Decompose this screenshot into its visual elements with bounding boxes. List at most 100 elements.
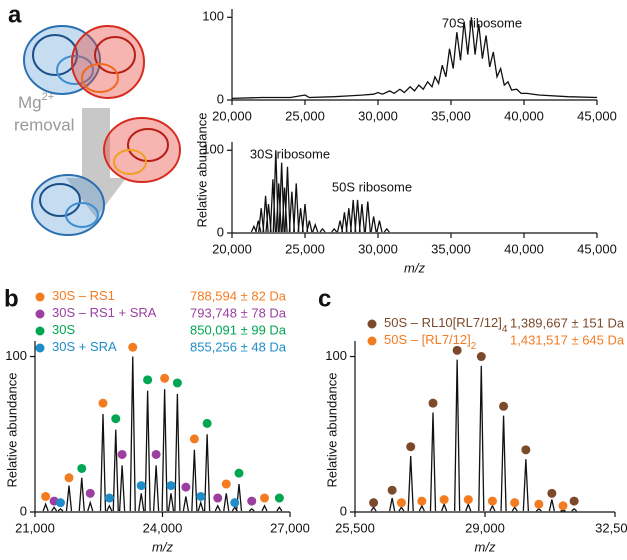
peak-marker: [521, 445, 531, 455]
peak-marker: [428, 398, 438, 408]
charge: 2+: [42, 91, 55, 103]
y-tick-label: 0: [20, 503, 27, 518]
panel-label: c: [318, 285, 331, 312]
spectrum-peak: [370, 216, 377, 233]
spectrum-peak: [272, 150, 279, 233]
spectrum-peak: [345, 208, 352, 233]
spectrum-peak: [453, 359, 461, 512]
y-tick-label: 100: [202, 9, 224, 24]
spectrum-peak: [441, 502, 448, 512]
spectrum-peak: [376, 220, 383, 233]
y-axis-label: Relative abundance: [194, 113, 209, 228]
spectrum-peak: [106, 504, 113, 512]
spectrum-peak: [191, 449, 198, 512]
spectrum-peak: [284, 166, 291, 233]
peak-marker: [247, 496, 257, 506]
x-tick-label: 25,500: [335, 520, 375, 535]
spectrum-peak: [248, 508, 255, 512]
spectrum-peak: [144, 390, 151, 512]
x-tick-label: 35,000: [431, 241, 471, 256]
peak-marker: [499, 401, 509, 411]
peak-marker: [128, 342, 138, 352]
peak-marker: [111, 414, 121, 424]
spectrum-peak: [167, 493, 175, 512]
peak-marker: [41, 491, 51, 501]
spectrum-peak: [548, 499, 555, 512]
x-tick-label: 20,000: [212, 108, 252, 123]
annotation: 30S ribosome: [250, 146, 330, 161]
peak-marker: [181, 482, 191, 492]
spectrum-peak: [429, 412, 437, 512]
peak-marker: [274, 493, 284, 503]
peak-marker: [172, 378, 182, 388]
spectrum-peak: [418, 504, 425, 512]
spectrum-peak: [214, 504, 221, 512]
legend-name-sub: 4: [502, 324, 508, 335]
spectrum-peak: [389, 497, 396, 512]
y-tick-label: 0: [217, 224, 224, 239]
x-tick-label: 35,000: [431, 108, 471, 123]
peak-marker: [452, 345, 462, 355]
spectrum-peak: [223, 493, 230, 512]
spectrum-peak: [261, 504, 268, 512]
peak-marker: [221, 479, 231, 489]
peak-marker: [151, 449, 161, 459]
legend-name-text: 30S – RS1 + SRA: [52, 305, 157, 320]
x-tick-label: 25,000: [285, 108, 325, 123]
spectrum-peak: [478, 365, 485, 512]
x-tick-label: 45,000: [577, 108, 617, 123]
y-tick-label: 0: [217, 91, 224, 106]
peak-marker: [104, 493, 114, 503]
spectrum-peak: [370, 506, 377, 512]
x-tick-label: 24,000: [143, 520, 183, 535]
spectrum-peak: [301, 203, 309, 233]
spectrum-peak: [407, 456, 414, 512]
peak-marker: [136, 481, 146, 491]
x-tick-label: 30,000: [358, 241, 398, 256]
peak-marker: [189, 434, 199, 444]
legend-name: 50S – RL10[RL7/12]4: [384, 315, 508, 334]
peak-marker: [417, 496, 427, 506]
peak-marker: [476, 352, 486, 362]
spectrum-peak: [364, 201, 371, 233]
y-tick-label: 0: [340, 503, 347, 518]
spectrum-peak: [571, 508, 578, 512]
spectrum-peak: [383, 227, 390, 233]
peak-marker: [487, 496, 497, 506]
spectrum-peak: [350, 199, 357, 233]
spectrum-peak: [358, 203, 366, 233]
mg-label: Mg2+: [18, 91, 54, 113]
legend-marker: [35, 343, 45, 353]
spectrum-peak: [354, 199, 361, 233]
spectrum-peak: [500, 415, 507, 512]
peak-marker: [463, 495, 473, 505]
spectrum-peak: [336, 220, 344, 233]
spectrum-peak: [118, 465, 126, 512]
peak-marker: [439, 495, 449, 505]
y-axis-label: Relative abundance: [324, 373, 339, 488]
spectrum-peak: [99, 414, 107, 512]
spectrum-peak: [65, 485, 73, 512]
peak-marker: [143, 375, 153, 385]
spectrum-peak: [489, 504, 496, 512]
spectrum-peak: [535, 508, 542, 512]
annotation: 50S ribosome: [332, 179, 412, 194]
spectrum-peak: [203, 434, 211, 512]
spectrum-line: [231, 17, 598, 99]
spectrum-peak: [112, 429, 119, 512]
peak-marker: [85, 488, 95, 498]
spectrum-peak: [312, 222, 319, 233]
spectrum-peak: [293, 183, 300, 233]
spectrum-peak: [275, 183, 282, 233]
spectrum-peak: [465, 502, 472, 512]
y-axis-label: Relative abundance: [4, 373, 19, 488]
peak-marker: [396, 498, 406, 508]
legend-marker: [35, 292, 45, 302]
panel-label: a: [8, 1, 22, 28]
spectrum-peak: [511, 506, 518, 512]
spectrum-peak: [281, 187, 288, 233]
spectrum-peak: [197, 500, 204, 512]
ribosome-illustration: Mg2+ removal: [14, 25, 181, 236]
spectrum-peak: [57, 508, 64, 512]
peak-marker: [406, 442, 416, 452]
